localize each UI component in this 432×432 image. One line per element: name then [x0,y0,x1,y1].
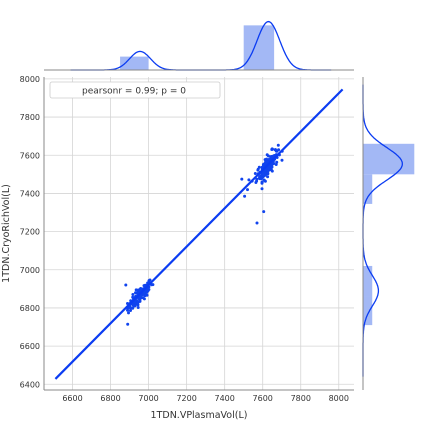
scatter-point [134,291,137,295]
scatter-point [131,306,135,310]
scatter-point [136,306,140,309]
regression-line [54,88,344,380]
scatter-point [139,288,143,292]
y-tick-label: 6600 [20,342,40,351]
scatter-point [274,163,278,166]
scatter-point [261,174,265,177]
marginal-x-distribution [44,20,354,71]
scatter-point [260,180,264,184]
scatter-point [131,293,135,296]
scatter-point [267,167,271,171]
y-tick-label: 8000 [20,75,40,84]
y-tick-labels: 6400 6600 6800 7000 7200 7400 7600 7800 8000 [20,75,40,389]
scatter-point [240,177,244,181]
scatter-point [129,306,132,310]
scatter-point [275,149,279,153]
main-scatter-plot: 6600 6800 7000 7200 7400 7600 7800 8000 6400 660… [1,75,354,421]
scatter-point [260,187,264,191]
legend-text: pearsonr = 0.99; p = 0 [82,87,186,97]
y-tick-label: 7600 [20,151,40,160]
scatter-point [266,154,270,158]
scatter-point [127,311,130,315]
x-tick-label: 7600 [253,394,273,403]
scatter-point [243,194,247,198]
scatter-point [270,165,274,169]
marginal-y-bar [363,174,373,204]
scatter-point [256,167,260,171]
y-axis-label: 1TDN.CryoRichVol(L) [1,184,12,283]
scatter-point [262,162,266,166]
grid [44,77,354,390]
y-tick-label: 6800 [20,304,40,313]
scatter-point [266,175,270,179]
marginal-y-bar [363,296,373,326]
scatter-point [263,179,267,183]
scatter-point [272,162,276,166]
scatter-point [255,221,259,225]
scatter-point [271,147,274,151]
marginal-x-bar [120,56,149,70]
y-tick-label: 7000 [20,266,40,275]
scatter-point [258,175,262,179]
y-tick-label: 6400 [20,380,40,389]
marginal-y-distribution [362,77,415,390]
scatter-point [265,157,268,161]
marginal-x-kde-curve [70,20,332,71]
scatter-point [141,296,145,300]
scatter-point [131,303,135,307]
marginal-y-bar [363,265,373,297]
scatter-point [136,300,140,304]
x-tick-label: 6600 [62,394,82,403]
scatter-point [134,288,138,292]
marginal-x-histogram [120,25,275,70]
marginal-y-kde-curve [362,84,403,377]
marginal-x-bar [243,25,275,70]
x-tick-labels: 6600 6800 7000 7200 7400 7600 7800 8000 [62,394,349,403]
scatter-point [247,178,251,182]
x-tick-label: 7800 [291,394,311,403]
scatter-point [137,296,141,300]
scatter-point [266,170,270,174]
x-tick-label: 7000 [138,394,158,403]
scatter-point [253,172,257,175]
y-tick-label: 7400 [20,189,40,198]
scatter-point [147,279,151,282]
scatter-point [267,158,271,161]
x-tick-label: 6800 [100,394,120,403]
scatter-point [133,300,137,304]
scatter-point [124,283,128,287]
scatter-point [276,143,280,147]
scatter-point [129,309,132,312]
scatter-point [261,171,265,175]
scatter-point [143,294,147,298]
legend-box [49,81,221,99]
scatter-point [280,158,284,162]
x-axis-label: 1TDN.VPlasmaVol(L) [151,410,248,421]
legend: pearsonr = 0.99; p = 0 [49,81,221,99]
y-tick-label: 7800 [20,113,40,122]
x-tick-label: 7400 [214,394,234,403]
scatter-point [126,322,130,326]
x-tick-label: 7200 [176,394,196,403]
scatter-point [255,177,259,181]
scatter-point [246,188,249,192]
marginal-y-histogram [363,143,415,326]
x-tick-label: 8000 [329,394,349,403]
scatter-point [262,210,266,214]
y-tick-label: 7200 [20,228,40,237]
